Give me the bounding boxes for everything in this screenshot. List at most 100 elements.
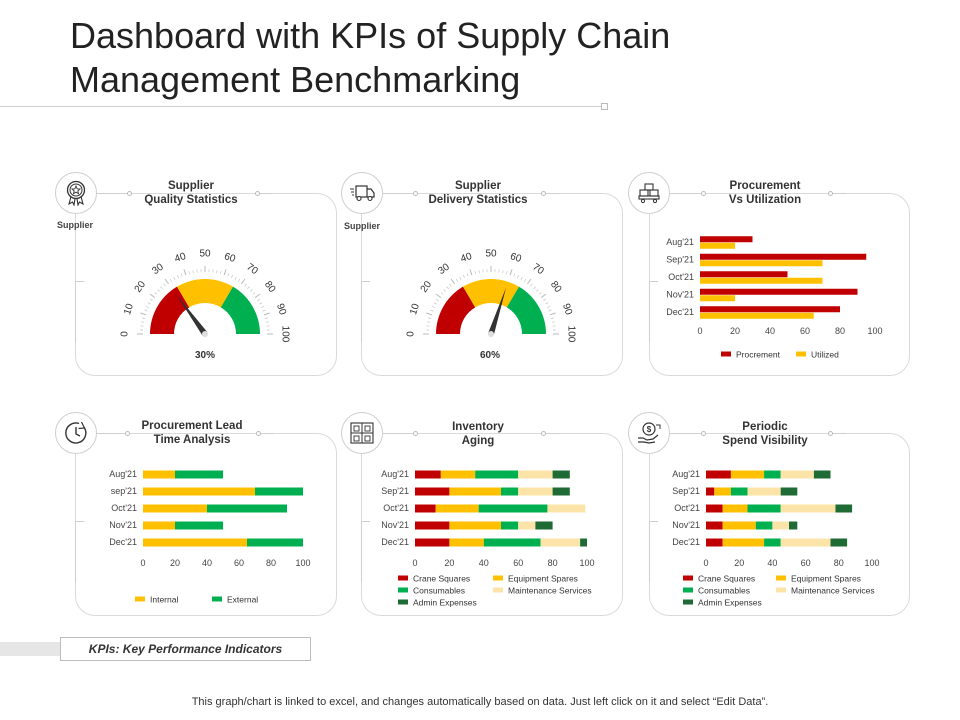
legend-swatch bbox=[776, 587, 786, 593]
inventory-connector-right bbox=[543, 433, 559, 434]
pallet-boxes-icon bbox=[628, 172, 670, 214]
page-title-line-1: Dashboard with KPIs of Supply Chain bbox=[70, 15, 671, 56]
gauge-tick-mark bbox=[520, 276, 523, 280]
gauge-tick-label: 70 bbox=[530, 262, 546, 278]
bar-segment-admin-expenses bbox=[789, 521, 798, 530]
gauge-tick-label: 100 bbox=[565, 326, 576, 343]
bar-segment-equipment-spares bbox=[435, 504, 479, 513]
x-tick-label: 40 bbox=[202, 558, 212, 568]
bar-segment-maintenance-services bbox=[518, 487, 553, 496]
delivery-panel-title: Supplier Delivery Statistics bbox=[428, 180, 528, 206]
y-tick-label: Aug'21 bbox=[381, 469, 409, 479]
legend-swatch bbox=[212, 596, 222, 602]
legend-swatch bbox=[398, 599, 408, 605]
gauge-tick-label: 30 bbox=[436, 261, 452, 277]
x-tick-label: 80 bbox=[834, 558, 844, 568]
gauge-tick-mark bbox=[455, 278, 459, 282]
legend-label: Consumables bbox=[413, 585, 465, 595]
legend-label: Utilized bbox=[811, 349, 839, 359]
spend-panel-title: Periodic Spend Visibility bbox=[722, 421, 808, 447]
gauge-tick-mark bbox=[432, 306, 436, 308]
gauge-tick-label: 40 bbox=[173, 251, 187, 265]
leadtime-connector-dot bbox=[125, 431, 130, 436]
bar-segment-consumables bbox=[501, 487, 519, 496]
procurement-connector-dot bbox=[701, 191, 706, 196]
legend-swatch bbox=[398, 575, 408, 581]
delivery-gauge-value-label: 60% bbox=[479, 350, 500, 361]
gauge-tick-mark bbox=[440, 292, 444, 295]
gauge-tick-mark bbox=[183, 269, 187, 276]
legend-swatch bbox=[135, 596, 145, 602]
x-tick-label: 100 bbox=[295, 558, 310, 568]
bar-utilized bbox=[700, 312, 814, 319]
bar-segment-crane-squares bbox=[706, 538, 723, 547]
bar-segment-maintenance-services bbox=[780, 470, 814, 479]
bar-segment-crane-squares bbox=[415, 504, 436, 513]
kpi-legend-box: KPIs: Key Performance Indicators bbox=[60, 637, 311, 661]
bar-segment-maintenance-services bbox=[540, 538, 581, 547]
spend-side-stub bbox=[649, 521, 658, 582]
gauge-tick-mark bbox=[173, 276, 176, 280]
gauge-tick-mark bbox=[450, 278, 455, 285]
gauge-tick-label: 0 bbox=[120, 331, 131, 337]
x-tick-label: 40 bbox=[765, 326, 775, 336]
bar-utilized bbox=[700, 242, 735, 249]
y-tick-label: Nov'21 bbox=[381, 520, 409, 530]
gauge-tick-mark bbox=[259, 302, 263, 305]
legend-swatch bbox=[683, 599, 693, 605]
title-divider bbox=[0, 106, 603, 107]
gauge-tick-mark bbox=[517, 275, 519, 279]
inventory-side-stub bbox=[361, 521, 370, 582]
y-tick-label: Nov'21 bbox=[109, 520, 137, 530]
gauge-tick-mark bbox=[192, 270, 194, 274]
legend-swatch bbox=[796, 351, 806, 357]
bar-segment-maintenance-services bbox=[747, 487, 781, 496]
bar-segment-maintenance-services bbox=[780, 504, 836, 513]
inventory-chart: Aug'21 Sep'21 Oct'21 Nov'21 Dec'21 0 20 40 60 80 1… bbox=[381, 469, 594, 607]
x-tick-label: 60 bbox=[800, 326, 810, 336]
legend-swatch bbox=[721, 351, 731, 357]
spend-connector-dot bbox=[701, 431, 706, 436]
gauge-tick-label: 30 bbox=[150, 261, 166, 277]
gauge-tick-mark bbox=[241, 278, 246, 285]
legend-label: Admin Expenses bbox=[413, 597, 477, 607]
x-tick-label: 20 bbox=[730, 326, 740, 336]
bar-utilized bbox=[700, 277, 823, 284]
leadtime-connector-dot-right bbox=[256, 431, 261, 436]
gauge-tick-mark bbox=[546, 306, 550, 308]
gauge-tick-mark bbox=[149, 298, 153, 302]
gauge-tick-mark bbox=[149, 293, 156, 298]
bar-segment-equipment-spares bbox=[714, 487, 731, 496]
bar-segment-maintenance-services bbox=[518, 521, 536, 530]
bar-procrement bbox=[700, 306, 840, 313]
inventory-panel-title: Inventory Aging bbox=[452, 421, 504, 447]
clock-icon bbox=[55, 412, 97, 454]
y-tick-label: Oct'21 bbox=[674, 503, 700, 513]
gauge-needle bbox=[176, 294, 208, 336]
y-tick-label: Aug'21 bbox=[109, 469, 137, 479]
gauge-tick-mark bbox=[543, 298, 547, 302]
gauge-tick-mark bbox=[549, 312, 556, 316]
gauge-tick-mark bbox=[449, 283, 452, 287]
bar-segment-consumables bbox=[478, 504, 548, 513]
bar-segment-consumables bbox=[764, 470, 781, 479]
kpi-accent-bar bbox=[0, 642, 68, 656]
gauge-tick-label: 10 bbox=[122, 302, 136, 316]
gauge-tick-mark bbox=[459, 276, 462, 280]
gauge-tick-mark bbox=[545, 302, 549, 305]
gauge-band-green bbox=[506, 286, 546, 334]
procurement-side-stub bbox=[649, 281, 658, 342]
gauge-tick-mark bbox=[502, 270, 504, 274]
gauge-band-amber bbox=[463, 279, 519, 308]
gauge-tick-mark bbox=[169, 278, 173, 282]
award-badge-icon bbox=[55, 172, 97, 214]
bar-segment-external bbox=[175, 521, 223, 530]
gauge-tick-label: 20 bbox=[419, 279, 435, 295]
gauge-tick-mark bbox=[509, 269, 513, 276]
gauge-tick-mark bbox=[260, 306, 264, 308]
quality-gauge-value-label: 30% bbox=[194, 350, 215, 361]
gauge-needle bbox=[488, 287, 507, 335]
bar-segment-equipment-spares bbox=[449, 521, 501, 530]
bar-segment-equipment-spares bbox=[722, 538, 765, 547]
